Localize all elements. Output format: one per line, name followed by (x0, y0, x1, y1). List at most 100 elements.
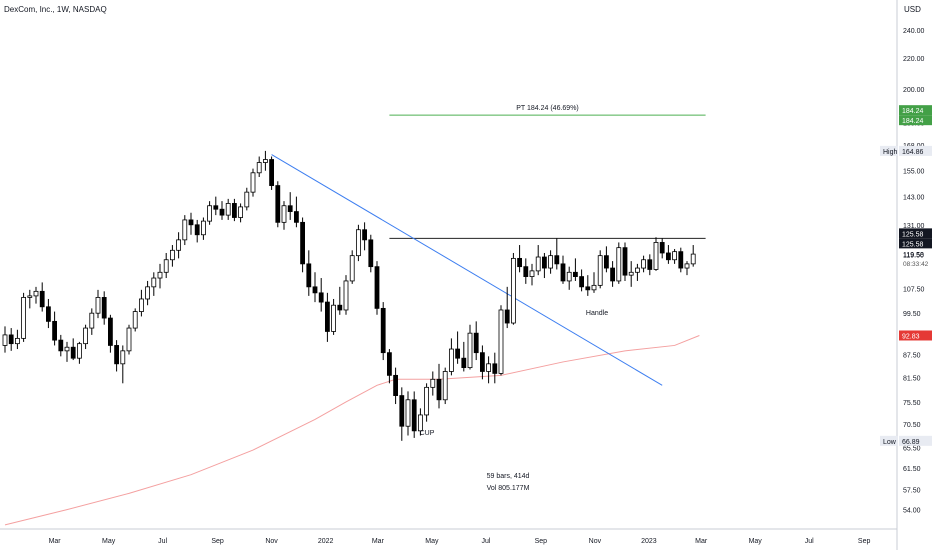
x-tick-label: Mar (695, 538, 708, 545)
candle-body (8, 334, 14, 345)
low-value: 66.89 (902, 439, 920, 446)
candle-body (678, 251, 684, 269)
candle-body (492, 363, 498, 374)
candle-body (2, 334, 8, 346)
candle-body (120, 350, 126, 365)
candle-body (269, 159, 275, 186)
x-tick-label: Nov (265, 538, 278, 545)
candle-body (194, 224, 200, 236)
target-price-badge-2: 184.24 (902, 118, 924, 125)
y-tick-label: 57.50 (903, 487, 921, 494)
candle-body (238, 206, 244, 218)
range-stats-volume: Vol 805.177M (487, 485, 530, 492)
downtrend-line (271, 154, 663, 386)
candle-body (690, 253, 696, 265)
candle-body (436, 378, 442, 401)
candle-body (64, 346, 70, 352)
candle-body (27, 295, 33, 298)
y-tick-label: 220.00 (903, 56, 925, 63)
high-value: 164.86 (902, 149, 924, 156)
y-tick-label: 200.00 (903, 87, 925, 94)
candle-body (473, 332, 479, 354)
candle-body (52, 320, 57, 341)
ma-value-badge-bg (899, 330, 932, 341)
candle-body (163, 259, 169, 273)
candle-body (89, 312, 95, 329)
candle-body (424, 386, 430, 416)
candles-layer (2, 150, 696, 441)
candle-body (324, 301, 330, 332)
candle-body (597, 255, 603, 286)
x-tick-label: 2023 (641, 538, 657, 545)
handle-label: Handle (586, 310, 608, 317)
candle-body (666, 252, 671, 261)
candle-body (108, 317, 113, 346)
candle-body (188, 219, 194, 226)
y-tick-label: 65.50 (903, 446, 921, 453)
target-price-badge-2-bg (899, 115, 932, 126)
current-price-label: 119.58 (903, 252, 924, 259)
candle-body (399, 395, 405, 427)
candle-body (207, 205, 213, 222)
y-tick-label: 70.50 (903, 422, 921, 429)
candle-body (486, 363, 492, 372)
candle-body (231, 203, 237, 218)
candle-body (281, 205, 287, 223)
high-tag: High (883, 149, 898, 156)
candle-body (386, 352, 392, 376)
candle-body (256, 162, 262, 174)
range-stats-bars: 59 bars, 414d (487, 473, 530, 480)
x-tick-label: Nov (589, 538, 602, 545)
candle-body (573, 271, 578, 277)
candle-body (300, 221, 306, 265)
candle-body (510, 257, 516, 324)
candle-body (331, 304, 337, 332)
y-tick-label: 119.50 (903, 252, 924, 259)
candle-body (349, 255, 355, 282)
candle-body (628, 271, 634, 276)
time-to-close: 08:33:42 (903, 261, 929, 268)
candle-body (58, 339, 64, 352)
candle-body (467, 332, 473, 369)
candle-body (554, 255, 560, 265)
x-tick-label: Sep (858, 538, 871, 545)
last-price-badge-2: 125.58 (902, 241, 924, 248)
candle-body (200, 220, 206, 236)
annotation-layer: PT 184.24 (46.69%) CUP Handle 59 bars, 414d… (420, 105, 609, 492)
candle-body (287, 205, 293, 212)
candle-body (591, 284, 597, 291)
candle-body (579, 276, 584, 288)
drawing-layer (271, 114, 706, 386)
candle-body (225, 203, 231, 216)
candle-body (77, 343, 82, 359)
candle-body (585, 286, 591, 291)
y-tick-label: 54.00 (903, 508, 921, 515)
candle-body (616, 247, 622, 282)
candle-body (176, 239, 182, 251)
candle-body (498, 309, 504, 374)
candle-body (405, 399, 411, 427)
y-tick-label: 240.00 (903, 28, 925, 35)
x-tick-label: Jul (158, 538, 167, 545)
candle-body (560, 263, 566, 282)
y-tick-label: 155.00 (903, 169, 925, 176)
candle-body (132, 311, 138, 329)
candle-body (343, 280, 349, 311)
candle-body (368, 239, 374, 268)
candle-body (213, 205, 219, 210)
candle-body (374, 266, 380, 309)
x-tick-label: Jul (805, 538, 814, 545)
candle-body (157, 271, 163, 279)
candle-body (95, 297, 101, 314)
x-tick-label: May (102, 538, 116, 545)
candle-body (604, 255, 609, 269)
candle-body (114, 345, 119, 365)
candle-body (46, 306, 51, 322)
candle-body (610, 267, 615, 282)
candle-body (672, 251, 677, 261)
candle-body (479, 352, 485, 372)
candle-body (641, 259, 646, 269)
candle-body (684, 263, 690, 269)
target-label: PT 184.24 (46.69%) (516, 105, 579, 112)
